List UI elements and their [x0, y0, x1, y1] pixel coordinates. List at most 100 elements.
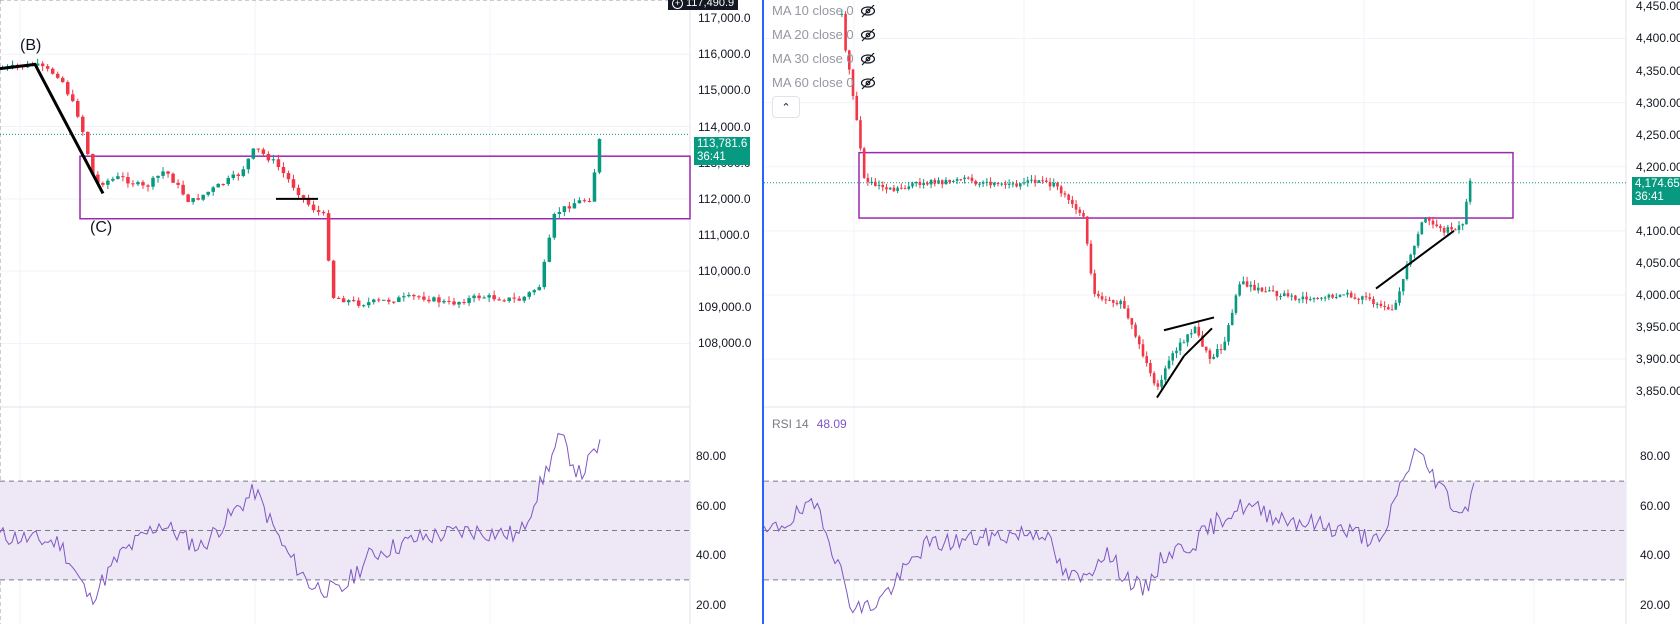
pane-divider[interactable] [762, 0, 764, 624]
candle-body [417, 296, 421, 298]
candle-body [1409, 254, 1412, 265]
candle-body [1186, 334, 1189, 343]
candle-body [1312, 298, 1316, 300]
candle-body [1323, 297, 1327, 299]
candle-body [1297, 299, 1301, 301]
candle-body [371, 299, 376, 303]
ma-legend-row[interactable]: MA 30 close 0 [772, 51, 876, 66]
candle-body [166, 171, 170, 174]
candle-body [392, 301, 396, 303]
candle-body [1011, 183, 1015, 185]
candle-body [1405, 264, 1409, 280]
candle-body [437, 297, 441, 303]
candle-body [1338, 295, 1342, 297]
candle-body [955, 179, 959, 181]
ma-legend-row[interactable]: MA 10 close 0 [772, 3, 876, 18]
candle-body [1182, 342, 1186, 344]
left-rsi-axis-tick: 80.00 [696, 449, 727, 464]
chevron-up-icon: ⌃ [781, 101, 791, 114]
left-chart-pane[interactable]: +117,490.9 (B) (C) 117,000.0 116,000.0 115… [0, 0, 762, 624]
candle-body [855, 95, 859, 121]
right-rsi-axis-tick: 80.00 [1640, 449, 1671, 464]
candle-body [40, 63, 45, 67]
candle-body [291, 179, 296, 188]
candle-body [1201, 335, 1204, 347]
rsi-value: 48.09 [816, 417, 847, 431]
candle-body [567, 206, 572, 209]
trendline [1156, 355, 1185, 399]
candle-body [341, 298, 346, 303]
candle-body [146, 185, 150, 187]
candle-body [241, 169, 246, 176]
eye-off-icon[interactable] [860, 76, 876, 90]
candle-body [86, 131, 90, 155]
candle-body [216, 183, 220, 188]
candle-body [870, 181, 873, 183]
plus-icon[interactable]: + [672, 0, 683, 9]
right-current-price: 4,174.65 [1635, 178, 1680, 190]
candle-body [985, 181, 989, 183]
eye-off-icon[interactable] [860, 52, 876, 66]
candle-body [1446, 227, 1450, 233]
candle-body [1175, 350, 1178, 354]
candle-body [1242, 281, 1245, 285]
candle-body [1468, 180, 1472, 202]
left-price-chart[interactable] [0, 0, 762, 624]
candle-body [311, 204, 316, 211]
right-chart-pane[interactable]: MA 10 close 0 MA 20 close 0 MA 30 close 0 M… [764, 0, 1680, 624]
candle-body [141, 182, 145, 186]
candle-body [1379, 303, 1383, 307]
wave-label-b: (B) [20, 37, 42, 54]
candle-body [76, 101, 80, 117]
candle-body [1074, 204, 1078, 210]
candle-body [948, 179, 951, 183]
candle-body [397, 297, 401, 303]
candle-body [126, 177, 130, 184]
candle-body [452, 301, 456, 305]
eye-off-icon[interactable] [860, 28, 876, 42]
candle-body [482, 297, 486, 299]
ma-legend-row[interactable]: MA 60 close 0 [772, 75, 876, 90]
candle-body [442, 300, 446, 303]
left-price-axis-tick: 117,000.0 [698, 11, 751, 26]
candle-body [851, 69, 855, 96]
candle-body [211, 187, 215, 192]
candle-body [256, 148, 261, 150]
candle-body [321, 211, 326, 214]
candle-body [1104, 299, 1108, 301]
candle-body [377, 299, 381, 301]
candle-body [457, 302, 461, 305]
candle-body [1308, 299, 1312, 301]
candle-body [351, 300, 356, 302]
candle-body [1190, 333, 1193, 335]
candle-body [1000, 183, 1004, 185]
candle-body [587, 200, 592, 202]
right-price-chart[interactable] [764, 0, 1680, 624]
left-price-axis-tick: 111,000.0 [698, 228, 750, 242]
candle-body [261, 149, 266, 154]
candle-body [532, 290, 537, 293]
left-countdown: 36:41 [697, 151, 726, 163]
supply-zone-box [858, 151, 1514, 219]
candle-body [1149, 362, 1152, 374]
candle-body [301, 195, 306, 198]
candle-body [1290, 295, 1293, 297]
candle-body [121, 176, 125, 178]
candle-body [131, 183, 135, 185]
candle-body [522, 296, 526, 301]
candle-body [402, 296, 406, 298]
candle-body [1346, 292, 1349, 295]
candle-body [1197, 326, 1201, 336]
candle-body [1390, 309, 1394, 311]
legend-collapse-button[interactable]: ⌃ [772, 96, 800, 118]
ma-legend-row[interactable]: MA 20 close 0 [772, 27, 876, 42]
candle-body [432, 297, 436, 302]
left-top-price-tag: +117,490.9 [668, 0, 739, 10]
right-price-axis-tick: 4,200.00 [1636, 159, 1680, 174]
candle-body [1126, 308, 1130, 319]
right-rsi-axis-tick: 60.00 [1640, 498, 1671, 513]
candle-body [1152, 373, 1156, 384]
eye-off-icon[interactable] [860, 4, 876, 18]
candle-body [888, 187, 892, 190]
candle-body [1067, 194, 1070, 200]
